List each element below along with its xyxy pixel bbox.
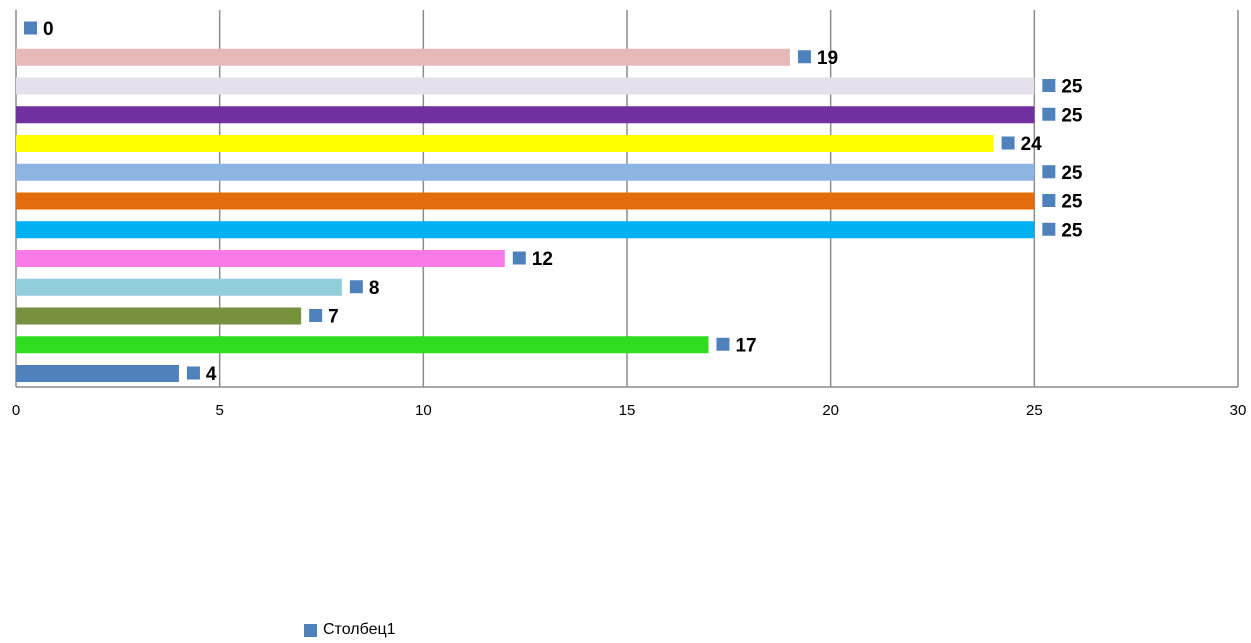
data-label-swatch <box>186 366 200 380</box>
x-tick-label: 5 <box>215 402 223 419</box>
x-tick-label: 20 <box>822 402 839 419</box>
bar <box>16 307 302 325</box>
bar <box>16 77 1035 95</box>
data-label-swatch <box>349 280 363 294</box>
bar <box>16 250 505 267</box>
x-tick-label: 30 <box>1230 402 1247 419</box>
data-label: 25 <box>1061 192 1083 213</box>
x-tick-label: 15 <box>619 402 636 419</box>
data-label: 17 <box>735 335 756 356</box>
bar <box>16 278 342 296</box>
data-label-swatch <box>309 309 323 322</box>
data-label-swatch <box>1042 107 1056 121</box>
x-axis: 0 5 10 15 20 25 30 <box>12 386 1247 419</box>
data-label-swatch <box>24 21 37 35</box>
legend-label: Столбец1 <box>323 621 396 638</box>
x-tick-label: 10 <box>415 402 432 419</box>
data-label: 0 <box>43 19 54 40</box>
data-label: 25 <box>1061 163 1083 184</box>
bar <box>16 48 790 66</box>
bar <box>16 365 179 382</box>
bars <box>16 48 1035 382</box>
data-label-swatch <box>1042 222 1056 236</box>
data-label: 25 <box>1061 77 1083 98</box>
data-label-swatch <box>1042 194 1056 207</box>
data-label: 12 <box>532 249 553 270</box>
data-label: 19 <box>817 48 838 69</box>
data-label: 25 <box>1061 105 1083 126</box>
data-label-swatch <box>1042 79 1056 92</box>
legend: Столбец1 <box>304 620 396 640</box>
bar-chart: 4 17 7 8 12 25 25 25 24 25 25 19 0 0 5 10 15 20 25 30 <box>12 10 1247 419</box>
data-label-swatch <box>797 50 811 64</box>
bar <box>16 135 994 152</box>
data-label-swatch <box>1001 136 1015 150</box>
data-label: 8 <box>369 278 380 299</box>
data-label: 25 <box>1061 220 1083 241</box>
bar <box>16 336 709 354</box>
data-labels: 4 17 7 8 12 25 25 25 24 25 25 19 0 <box>24 19 1083 385</box>
x-tick-label: 25 <box>1026 402 1043 419</box>
legend-swatch <box>304 623 317 637</box>
data-label: 4 <box>206 364 217 385</box>
x-tick-label: 0 <box>12 402 20 419</box>
bar <box>16 192 1035 210</box>
data-label: 24 <box>1021 134 1043 155</box>
bar <box>16 221 1035 239</box>
data-label: 7 <box>328 307 339 328</box>
bar <box>16 163 1035 181</box>
data-label-swatch <box>716 337 730 351</box>
data-label-swatch <box>512 251 526 265</box>
data-label-swatch <box>1042 165 1056 179</box>
bar <box>16 106 1035 124</box>
